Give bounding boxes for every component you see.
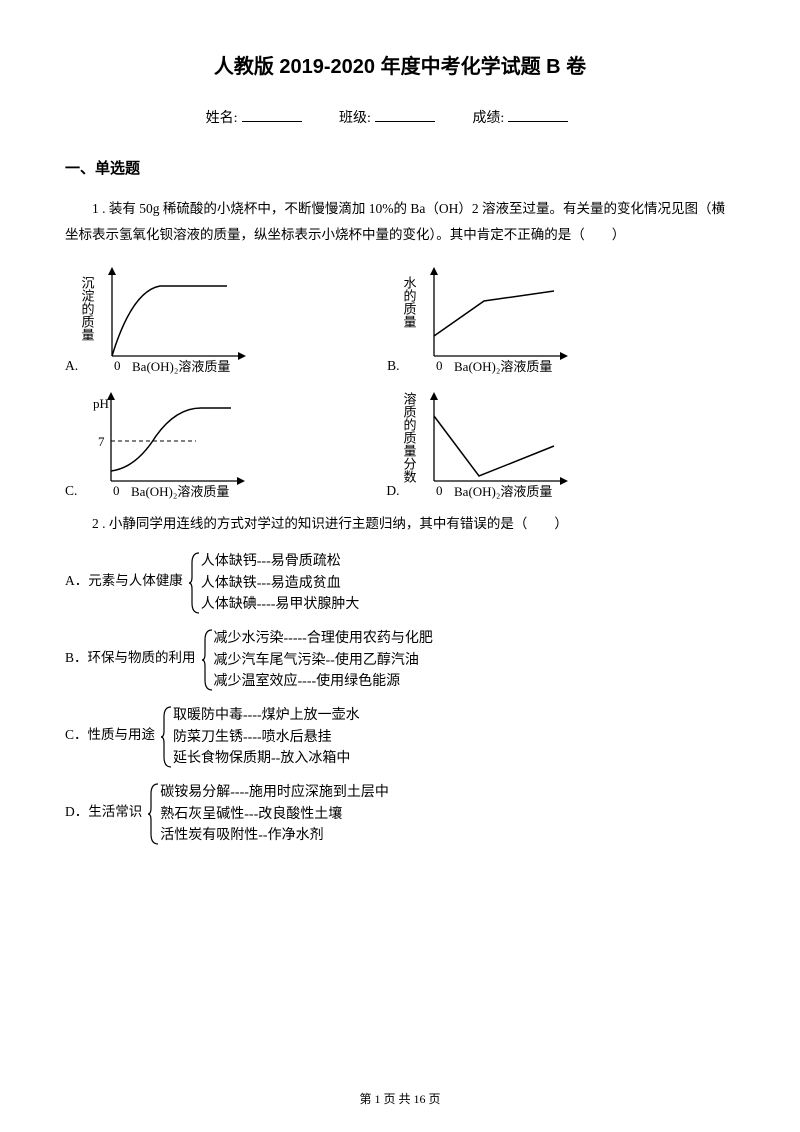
score-label: 成绩: — [472, 111, 504, 126]
list-item: 人体缺碘----易甲状腺肿大 — [201, 594, 360, 616]
option-a-prefix: A．元素与人体健康 — [65, 551, 183, 589]
list-item: 防菜刀生锈----喷水后悬挂 — [173, 727, 360, 749]
chart-b-label: B. — [387, 358, 399, 376]
list-item: 熟石灰呈碱性---改良酸性土壤 — [160, 804, 389, 826]
option-b: B．环保与物质的利用 减少水污染-----合理使用农药与化肥 减少汽车尾气污染-… — [65, 628, 735, 693]
page-title: 人教版 2019-2020 年度中考化学试题 B 卷 — [65, 50, 735, 79]
chart-d-wrap: D. 溶质的质量分数 0 Ba(OH)₂溶液质量 — [386, 386, 583, 501]
svg-text:0: 0 — [436, 358, 443, 373]
chart-c-label: C. — [65, 483, 77, 501]
list-item: 减少温室效应----使用绿色能源 — [214, 671, 433, 693]
chart-row-2: C. pH 7 0 Ba(OH)₂溶液质量 D. 溶质的质量分数 0 Ba(OH… — [65, 386, 735, 501]
svg-text:0: 0 — [436, 483, 443, 498]
svg-text:pH: pH — [93, 396, 109, 411]
chart-a-wrap: A. 沉淀的质量 0 Ba(OH)₂溶液质量 — [65, 261, 262, 376]
option-a-list: 人体缺钙---易骨质疏松 人体缺铁---易造成贫血 人体缺碘----易甲状腺肿大 — [189, 551, 360, 616]
option-c-list: 取暖防中毒----煤炉上放一壶水 防菜刀生锈----喷水后悬挂 延长食物保质期-… — [161, 705, 360, 770]
svg-text:溶质的质量分数: 溶质的质量分数 — [404, 392, 417, 483]
svg-text:Ba(OH)₂溶液质量: Ba(OH)₂溶液质量 — [131, 484, 229, 499]
option-d: D．生活常识 碳铵易分解----施用时应深施到土层中 熟石灰呈碱性---改良酸性… — [65, 782, 735, 847]
list-item: 减少汽车尾气污染--使用乙醇汽油 — [214, 650, 433, 672]
svg-text:Ba(OH)₂溶液质量: Ba(OH)₂溶液质量 — [132, 359, 230, 374]
svg-text:Ba(OH)₂溶液质量: Ba(OH)₂溶液质量 — [454, 484, 552, 499]
chart-d: 溶质的质量分数 0 Ba(OH)₂溶液质量 — [404, 386, 584, 501]
score-blank — [508, 108, 568, 122]
svg-text:0: 0 — [113, 483, 120, 498]
section-title: 一、单选题 — [65, 157, 735, 178]
option-b-prefix: B．环保与物质的利用 — [65, 628, 196, 666]
chart-c: pH 7 0 Ba(OH)₂溶液质量 — [81, 386, 261, 501]
svg-text:7: 7 — [98, 434, 105, 449]
header-fields: 姓名: 班级: 成绩: — [65, 107, 735, 127]
class-label: 班级: — [339, 111, 371, 126]
svg-text:Ba(OH)₂溶液质量: Ba(OH)₂溶液质量 — [454, 359, 552, 374]
list-item: 取暖防中毒----煤炉上放一壶水 — [173, 705, 360, 727]
list-item: 活性炭有吸附性--作净水剂 — [160, 825, 389, 847]
chart-a-label: A. — [65, 358, 78, 376]
list-item: 人体缺钙---易骨质疏松 — [201, 551, 360, 573]
name-label: 姓名: — [206, 111, 238, 126]
list-item: 延长食物保质期--放入冰箱中 — [173, 748, 360, 770]
option-b-list: 减少水污染-----合理使用农药与化肥 减少汽车尾气污染--使用乙醇汽油 减少温… — [202, 628, 433, 693]
chart-b-wrap: B. 水的质量 0 Ba(OH)₂溶液质量 — [387, 261, 583, 376]
list-item: 减少水污染-----合理使用农药与化肥 — [214, 628, 433, 650]
class-blank — [375, 108, 435, 122]
option-d-list: 碳铵易分解----施用时应深施到土层中 熟石灰呈碱性---改良酸性土壤 活性炭有… — [148, 782, 389, 847]
name-blank — [242, 108, 302, 122]
page-footer: 第 1 页 共 16 页 — [0, 1090, 800, 1107]
option-c-prefix: C．性质与用途 — [65, 705, 155, 743]
list-item: 碳铵易分解----施用时应深施到土层中 — [160, 782, 389, 804]
chart-d-label: D. — [386, 483, 399, 501]
chart-c-wrap: C. pH 7 0 Ba(OH)₂溶液质量 — [65, 386, 261, 501]
option-c: C．性质与用途 取暖防中毒----煤炉上放一壶水 防菜刀生锈----喷水后悬挂 … — [65, 705, 735, 770]
chart-row-1: A. 沉淀的质量 0 Ba(OH)₂溶液质量 B. 水的质量 0 Ba(OH)₂… — [65, 261, 735, 376]
list-item: 人体缺铁---易造成贫血 — [201, 573, 360, 595]
option-d-prefix: D．生活常识 — [65, 782, 142, 820]
question-2-text: 2 . 小静同学用连线的方式对学过的知识进行主题归纳，其中有错误的是（ ） — [65, 511, 735, 537]
svg-text:水的质量: 水的质量 — [404, 276, 417, 328]
question-1-text: 1 . 装有 50g 稀硫酸的小烧杯中，不断慢慢滴加 10%的 Ba（OH）2 … — [65, 196, 735, 247]
svg-text:沉淀的质量: 沉淀的质量 — [82, 276, 95, 341]
option-a: A．元素与人体健康 人体缺钙---易骨质疏松 人体缺铁---易造成贫血 人体缺碘… — [65, 551, 735, 616]
svg-text:0: 0 — [114, 358, 121, 373]
chart-a: 沉淀的质量 0 Ba(OH)₂溶液质量 — [82, 261, 262, 376]
chart-b: 水的质量 0 Ba(OH)₂溶液质量 — [404, 261, 584, 376]
